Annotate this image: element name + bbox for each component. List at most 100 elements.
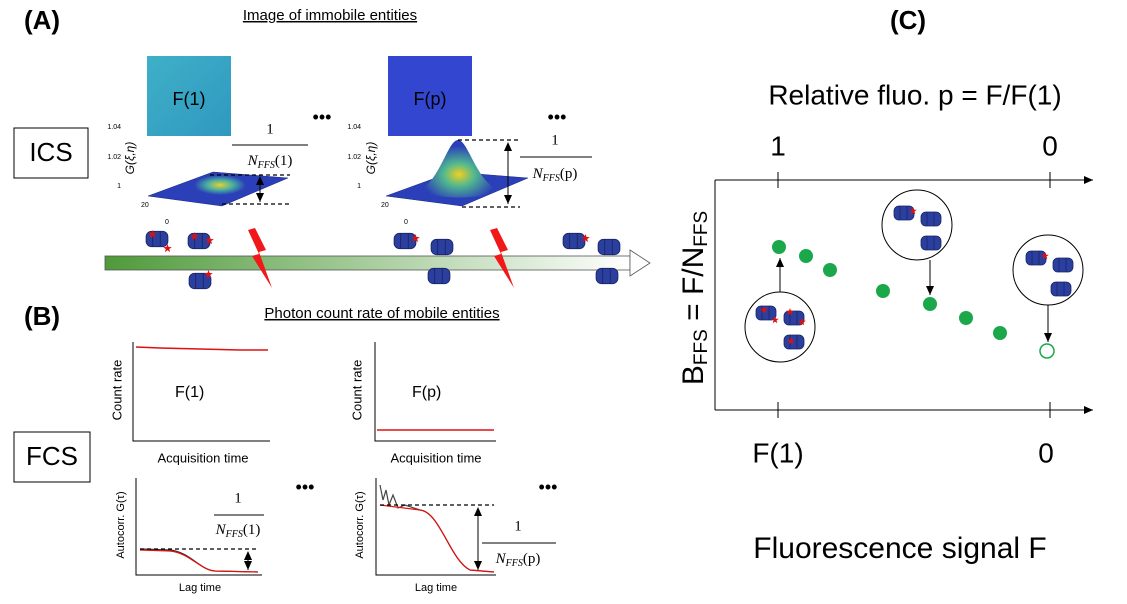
glyph — [920, 211, 942, 227]
axis-label: Autocorr. G(τ) — [354, 491, 366, 558]
glyph — [562, 232, 586, 250]
panel-label: (C) — [890, 5, 926, 35]
glyph — [1025, 250, 1047, 266]
tick-label: 20 — [381, 202, 389, 209]
axis-label: Autocorr. G(τ) — [115, 491, 127, 558]
tick-label: 1 — [117, 183, 121, 190]
image-label: F(1) — [173, 89, 206, 109]
glyph — [755, 305, 777, 321]
trace-label: F(1) — [175, 384, 204, 401]
glyph — [430, 238, 454, 256]
acf-fit — [379, 504, 495, 573]
n-sub: FFS — [257, 160, 275, 171]
fraction-numerator: 1 — [514, 518, 522, 534]
axis-label: Acquisition time — [390, 450, 481, 465]
axes — [132, 342, 270, 442]
image-label: F(p) — [414, 89, 447, 109]
y-label-b: B — [677, 365, 710, 385]
shape — [1039, 343, 1055, 359]
ellipsis: ••• — [296, 477, 315, 497]
n-sub: FFS — [225, 529, 243, 540]
panel-title: Photon count rate of mobile entities — [264, 305, 499, 322]
shape — [959, 311, 973, 325]
glyph — [427, 267, 451, 285]
lightning — [490, 228, 514, 288]
acf-data — [379, 484, 495, 573]
tick-label: 20 — [141, 202, 149, 209]
panel-label: (B) — [24, 301, 60, 331]
axis-label: G(ξ,η) — [364, 142, 378, 175]
fraction-denominator: NFFS(p) — [532, 166, 578, 184]
axes — [374, 342, 496, 442]
tick-label: 1.04 — [107, 124, 121, 131]
method-label: FCS — [26, 441, 78, 471]
fraction-numerator: 1 — [266, 121, 274, 137]
axis-label: Acquisition time — [157, 450, 248, 465]
n-base: N — [495, 551, 507, 567]
shape — [876, 284, 890, 298]
bottom-axis-title: Fluorescence signal F — [753, 532, 1046, 565]
image — [147, 56, 231, 136]
shape — [823, 263, 837, 277]
axis-label: Count rate — [349, 360, 364, 421]
y-label-sub: FFS — [691, 211, 712, 247]
fraction-numerator: 1 — [551, 132, 559, 148]
tick-label: 0 — [404, 219, 408, 226]
ellipsis: ••• — [548, 107, 567, 127]
n-base: N — [215, 522, 227, 538]
surface-peak — [420, 140, 498, 198]
method-box — [13, 127, 89, 179]
shape — [881, 189, 953, 261]
surface-peak — [194, 175, 246, 195]
axis-label: Count rate — [109, 360, 124, 421]
insets — [744, 189, 1084, 363]
image — [388, 56, 472, 136]
fraction-numerator: 1 — [234, 490, 242, 506]
bottom-tick-label: 0 — [1038, 437, 1054, 468]
arrow-head — [629, 249, 651, 277]
tick-label: 1.02 — [107, 154, 121, 161]
trace-label: F(p) — [412, 384, 441, 401]
top-tick-label: 0 — [1042, 130, 1058, 161]
progress-arrow — [104, 255, 631, 271]
n-base: N — [247, 153, 259, 169]
trace — [135, 346, 268, 351]
fraction-denominator: NFFS(p) — [495, 551, 541, 569]
acf-fit — [139, 549, 259, 573]
acf-data — [139, 548, 259, 573]
tick-label: 1 — [357, 183, 361, 190]
panel-label: (A) — [24, 5, 60, 35]
axes — [375, 478, 496, 576]
glyph — [595, 267, 619, 285]
glyph — [783, 334, 805, 350]
tick-label: 0 — [165, 219, 169, 226]
top-axis-title: Relative fluo. p = F/F(1) — [768, 79, 1061, 110]
axis-label: G(ξ,η) — [123, 142, 137, 175]
ellipsis: ••• — [313, 107, 332, 127]
n-arg: (1) — [275, 153, 293, 169]
y-axis-title: BFFS = F/NFFS — [677, 211, 712, 385]
fraction-denominator: NFFS(1) — [247, 153, 293, 171]
glyph — [1050, 281, 1072, 297]
points — [772, 240, 1055, 359]
glyph — [893, 205, 915, 221]
tick-label: 1.02 — [347, 154, 361, 161]
shape — [744, 291, 816, 363]
n-arg: (p) — [560, 166, 578, 182]
lightning — [248, 228, 272, 288]
shape — [923, 297, 937, 311]
method-box — [13, 431, 91, 483]
glyph — [597, 238, 621, 256]
panel-title: Image of immobile entities — [243, 7, 417, 24]
tick-label: 1.04 — [347, 124, 361, 131]
n-arg: (p) — [523, 551, 541, 567]
shape — [799, 249, 813, 263]
fraction-denominator: NFFS(1) — [215, 522, 261, 540]
axes — [135, 478, 262, 576]
ellipsis: ••• — [539, 477, 558, 497]
y-label-sub: FFS — [691, 329, 712, 365]
n-base: N — [532, 166, 544, 182]
n-sub: FFS — [505, 558, 523, 569]
shape — [993, 326, 1007, 340]
glyph — [1052, 257, 1074, 273]
